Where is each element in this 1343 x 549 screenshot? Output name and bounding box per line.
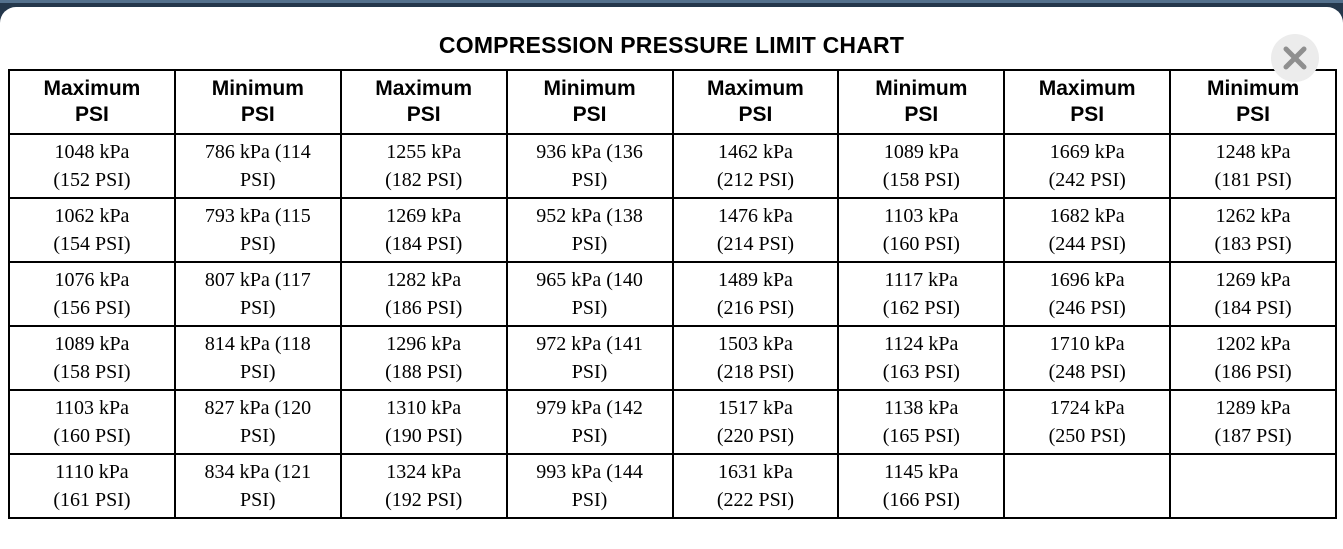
column-header-min-2: Minimum PSI [505, 69, 674, 135]
column-header-min-4: Minimum PSI [1169, 69, 1337, 135]
table-cell: 793 kPa (115 PSI) [173, 197, 342, 263]
table-cell: 1462 kPa (212 PSI) [671, 133, 840, 199]
table-cell: 1124 kPa (163 PSI) [837, 325, 1006, 391]
table-cell: 1089 kPa (158 PSI) [837, 133, 1006, 199]
table-cell: 952 kPa (138 PSI) [505, 197, 674, 263]
table-cell: 1255 kPa (182 PSI) [339, 133, 508, 199]
table-cell: 1696 kPa (246 PSI) [1003, 261, 1172, 327]
column-header-max-1: Maximum PSI [8, 69, 176, 135]
column-header-min-1: Minimum PSI [173, 69, 342, 135]
table-cell: 1062 kPa (154 PSI) [8, 197, 176, 263]
table-row: 1103 kPa (160 PSI) 827 kPa (120 PSI) 131… [8, 389, 1337, 455]
table-cell: 1710 kPa (248 PSI) [1003, 325, 1172, 391]
table-cell [1169, 453, 1337, 519]
table-cell: 1202 kPa (186 PSI) [1169, 325, 1337, 391]
table-cell: 1682 kPa (244 PSI) [1003, 197, 1172, 263]
table-cell: 1489 kPa (216 PSI) [671, 261, 840, 327]
table-row: 1062 kPa (154 PSI) 793 kPa (115 PSI) 126… [8, 197, 1337, 263]
page-title: COMPRESSION PRESSURE LIMIT CHART [438, 32, 905, 58]
table-cell: 1110 kPa (161 PSI) [8, 453, 176, 519]
table-cell: 1324 kPa (192 PSI) [339, 453, 508, 519]
table-cell: 936 kPa (136 PSI) [505, 133, 674, 199]
table-cell: 1076 kPa (156 PSI) [8, 261, 176, 327]
table-cell: 965 kPa (140 PSI) [505, 261, 674, 327]
column-header-max-4: Maximum PSI [1003, 69, 1172, 135]
table-cell: 1669 kPa (242 PSI) [1003, 133, 1172, 199]
table-cell: 993 kPa (144 PSI) [505, 453, 674, 519]
table-cell: 786 kPa (114 PSI) [173, 133, 342, 199]
table-cell: 1048 kPa (152 PSI) [8, 133, 176, 199]
table-cell: 1269 kPa (184 PSI) [339, 197, 508, 263]
table-cell: 1248 kPa (181 PSI) [1169, 133, 1337, 199]
table-cell: 1138 kPa (165 PSI) [837, 389, 1006, 455]
table-cell: 1282 kPa (186 PSI) [339, 261, 508, 327]
compression-pressure-table: Maximum PSI Minimum PSI Maximum PSI Mini… [8, 69, 1337, 519]
column-header-max-2: Maximum PSI [339, 69, 508, 135]
column-header-max-3: Maximum PSI [671, 69, 840, 135]
table-cell: 1269 kPa (184 PSI) [1169, 261, 1337, 327]
table-cell: 827 kPa (120 PSI) [173, 389, 342, 455]
close-icon [1281, 44, 1309, 72]
table-cell: 1503 kPa (218 PSI) [671, 325, 840, 391]
table-cell: 1103 kPa (160 PSI) [8, 389, 176, 455]
table-row: 1089 kPa (158 PSI) 814 kPa (118 PSI) 129… [8, 325, 1337, 391]
column-header-min-3: Minimum PSI [837, 69, 1006, 135]
table-cell: 1262 kPa (183 PSI) [1169, 197, 1337, 263]
table-cell: 814 kPa (118 PSI) [173, 325, 342, 391]
table-cell: 979 kPa (142 PSI) [505, 389, 674, 455]
table-cell: 1296 kPa (188 PSI) [339, 325, 508, 391]
table-row: 1076 kPa (156 PSI) 807 kPa (117 PSI) 128… [8, 261, 1337, 327]
table-row: 1110 kPa (161 PSI) 834 kPa (121 PSI) 132… [8, 453, 1337, 519]
table-cell: 972 kPa (141 PSI) [505, 325, 674, 391]
table-row: 1048 kPa (152 PSI) 786 kPa (114 PSI) 125… [8, 133, 1337, 199]
close-button[interactable] [1271, 34, 1319, 82]
table-cell: 1724 kPa (250 PSI) [1003, 389, 1172, 455]
table-cell [1003, 453, 1172, 519]
table-cell: 1631 kPa (222 PSI) [671, 453, 840, 519]
table-cell: 1089 kPa (158 PSI) [8, 325, 176, 391]
table-cell: 1517 kPa (220 PSI) [671, 389, 840, 455]
table-cell: 1289 kPa (187 PSI) [1169, 389, 1337, 455]
table-cell: 1310 kPa (190 PSI) [339, 389, 508, 455]
table-cell: 1117 kPa (162 PSI) [837, 261, 1006, 327]
header-row: Maximum PSI Minimum PSI Maximum PSI Mini… [8, 69, 1337, 135]
table-cell: 1476 kPa (214 PSI) [671, 197, 840, 263]
table-cell: 1145 kPa (166 PSI) [837, 453, 1006, 519]
chart-card: COMPRESSION PRESSURE LIMIT CHART Maximum… [0, 7, 1343, 549]
table-cell: 834 kPa (121 PSI) [173, 453, 342, 519]
table-cell: 807 kPa (117 PSI) [173, 261, 342, 327]
table-cell: 1103 kPa (160 PSI) [837, 197, 1006, 263]
